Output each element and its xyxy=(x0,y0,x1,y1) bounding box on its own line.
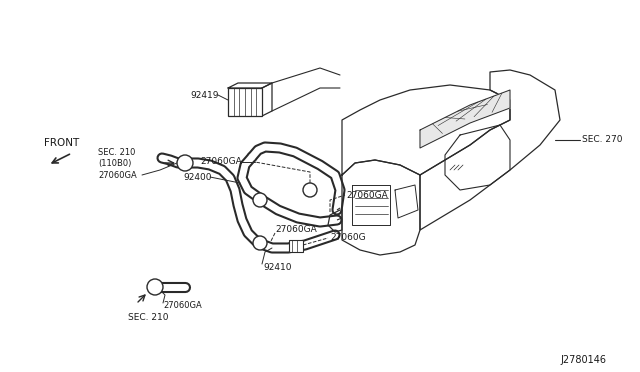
Text: J2780146: J2780146 xyxy=(560,355,606,365)
Text: FRONT: FRONT xyxy=(44,138,79,148)
Circle shape xyxy=(177,155,193,171)
Text: SEC. 210
(110B0): SEC. 210 (110B0) xyxy=(98,148,136,168)
Bar xyxy=(228,88,262,116)
Circle shape xyxy=(147,279,163,295)
Text: SEC. 210: SEC. 210 xyxy=(128,314,168,323)
Text: 27060GA: 27060GA xyxy=(346,190,388,199)
Text: 92400: 92400 xyxy=(183,173,211,182)
Polygon shape xyxy=(420,90,510,148)
Circle shape xyxy=(303,183,317,197)
Circle shape xyxy=(253,236,267,250)
Polygon shape xyxy=(420,70,560,230)
Circle shape xyxy=(253,193,267,207)
Text: 27060GA: 27060GA xyxy=(200,157,242,167)
Text: 92410: 92410 xyxy=(263,263,291,273)
Text: 27060GA: 27060GA xyxy=(163,301,202,310)
Text: 92419: 92419 xyxy=(190,90,218,99)
Bar xyxy=(289,240,303,252)
Text: 27060G: 27060G xyxy=(330,234,365,243)
Text: 27060GA: 27060GA xyxy=(98,170,137,180)
Polygon shape xyxy=(342,160,420,255)
Polygon shape xyxy=(342,85,510,175)
Text: 27060GA: 27060GA xyxy=(275,225,317,234)
Text: SEC. 270: SEC. 270 xyxy=(582,135,623,144)
